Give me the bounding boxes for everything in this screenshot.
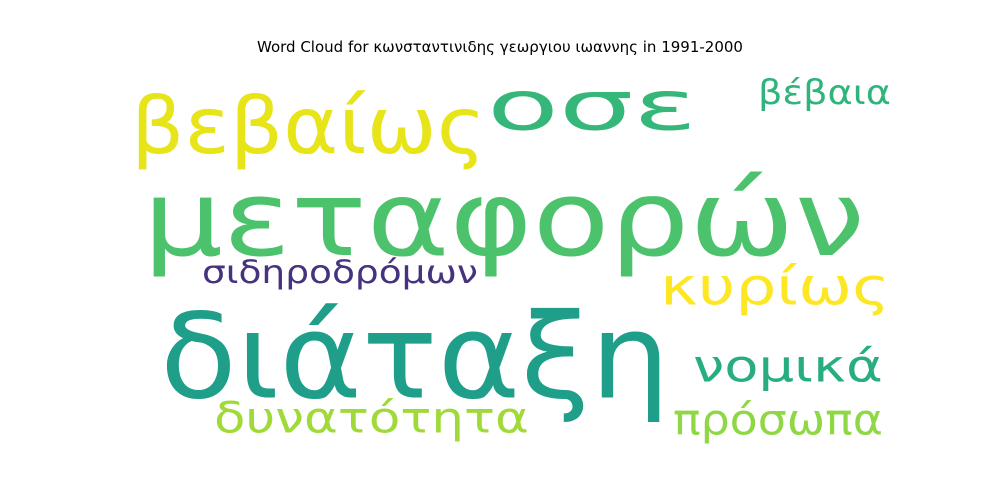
word-9: βέβαια <box>758 72 891 113</box>
word-1: μεταφορών <box>143 159 865 280</box>
word-5: κυρίως <box>660 257 890 317</box>
word-4: βεβαίως <box>131 81 486 172</box>
word-10: σιδηροδρόμων <box>202 254 478 292</box>
word-2: διάταξη <box>160 288 670 425</box>
word-8: δυνατότητα <box>214 394 529 444</box>
chart-title: Word Cloud for κωνσταντινιδης γεωργιου ι… <box>257 38 743 56</box>
word-6: νομικά <box>693 340 883 392</box>
word-7: πρόσωπα <box>673 396 883 445</box>
word-3: οσε <box>487 66 697 146</box>
